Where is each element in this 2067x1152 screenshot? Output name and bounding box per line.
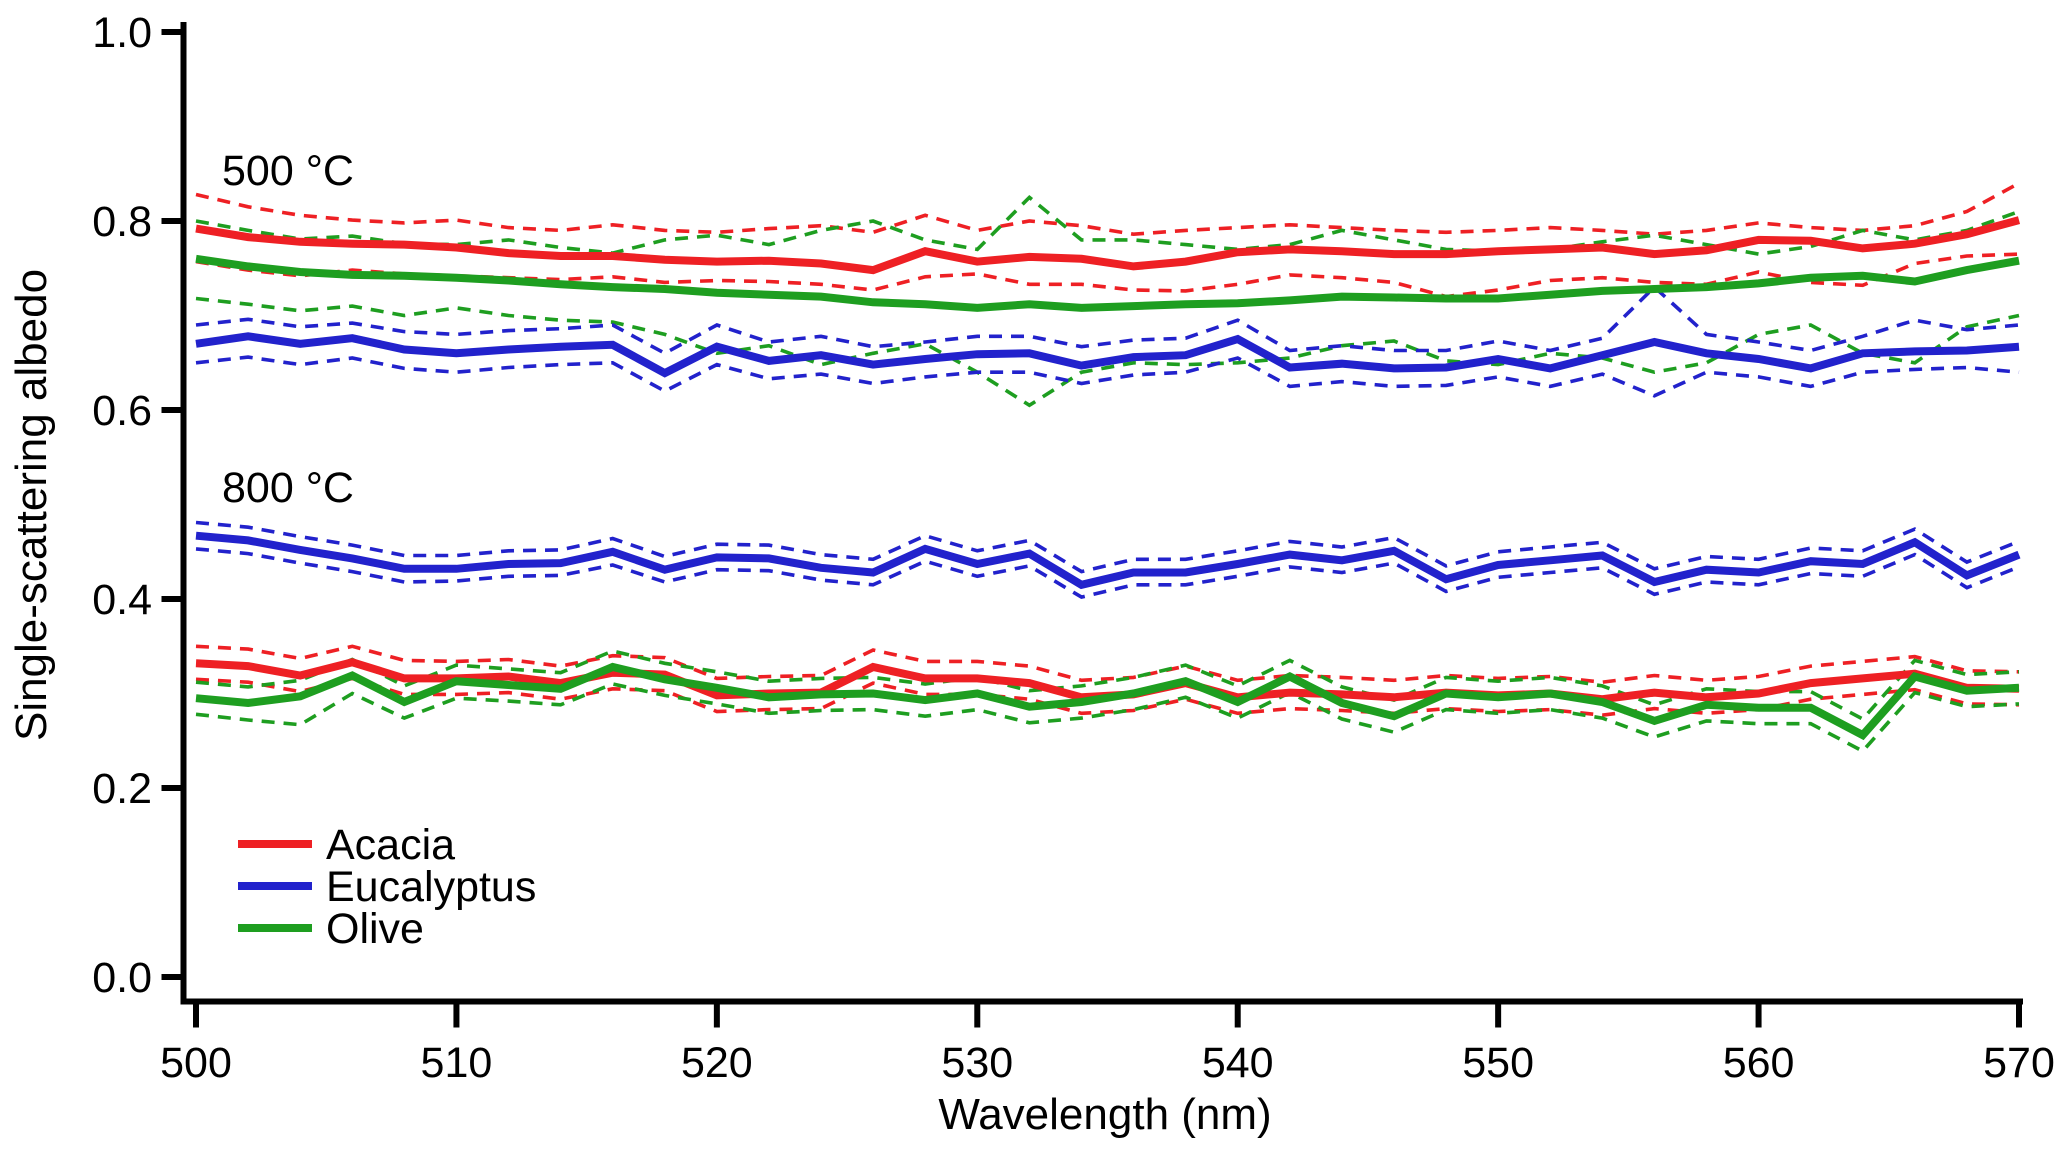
olive-500-mean-line [195, 254, 2020, 312]
series-lines [195, 181, 2021, 754]
eucalyptus-500-lower-line [195, 355, 2020, 398]
axes: 0.0 0.2 0.4 0.6 0.8 1.0 500 510 520 530 540 550 560 5… [92, 9, 2055, 1087]
y-tick-label: 0.8 [92, 198, 152, 246]
acacia-500-mean-line [195, 216, 2021, 275]
acacia-800-upper-line [195, 644, 2020, 685]
x-tick-label: 530 [941, 1039, 1013, 1087]
legend-label-olive: Olive [326, 905, 424, 953]
eucalyptus-500-mean-line [195, 332, 2020, 378]
y-tick-label: 0.0 [92, 954, 152, 1002]
legend-label-eucalyptus: Eucalyptus [326, 863, 536, 911]
eucalyptus-800-upper-line [195, 520, 2020, 574]
x-tick-label: 520 [681, 1039, 753, 1087]
x-tick-label: 540 [1202, 1039, 1274, 1087]
eucalyptus-800-mean-line [195, 531, 2021, 590]
acacia-500-upper-line [195, 181, 2020, 237]
olive-800-mean-line [195, 662, 2020, 741]
acacia-500-lower-line [195, 252, 2020, 299]
y-axis-label: Single-scattering albedo [7, 269, 56, 741]
legend: Acacia Eucalyptus Olive [238, 821, 536, 953]
eucalyptus-500-upper-line [195, 284, 2020, 356]
annotation-500c: 500 °C [222, 147, 354, 195]
y-tick-label: 1.0 [92, 9, 152, 57]
y-tick-label: 0.2 [92, 765, 152, 813]
x-tick-label: 560 [1723, 1039, 1795, 1087]
x-tick-label: 550 [1462, 1039, 1534, 1087]
legend-label-acacia: Acacia [326, 821, 455, 869]
x-tick-label: 510 [421, 1039, 493, 1087]
x-axis-label: Wavelength (nm) [938, 1090, 1271, 1139]
acacia-800-lower-line [195, 676, 2020, 718]
y-tick-label: 0.4 [92, 576, 152, 624]
x-tick-label: 500 [160, 1039, 232, 1087]
y-tick-label: 0.6 [92, 387, 152, 435]
olive-800-upper-line [195, 649, 2020, 722]
annotation-800c: 800 °C [222, 464, 354, 512]
eucalyptus-800-lower-line [195, 547, 2020, 600]
x-tick-label: 570 [1983, 1039, 2055, 1087]
